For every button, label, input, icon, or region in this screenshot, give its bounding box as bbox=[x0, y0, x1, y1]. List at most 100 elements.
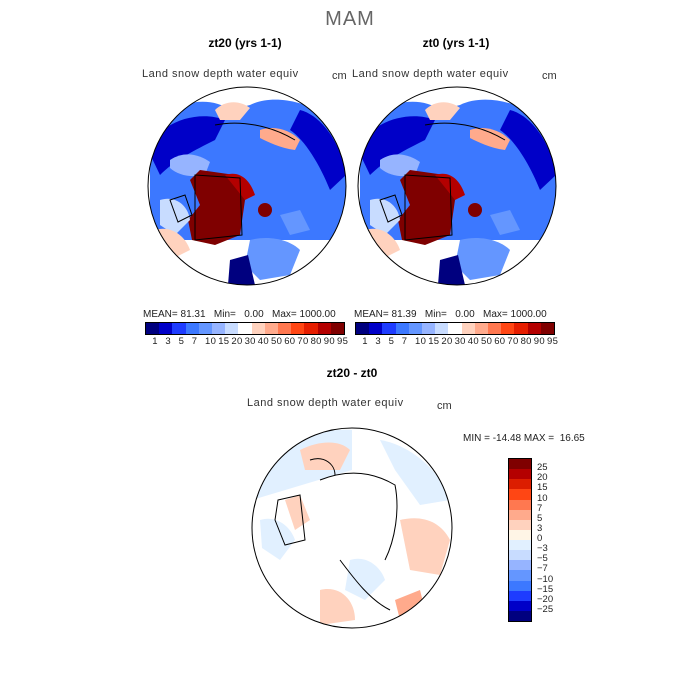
colorbar-swatch bbox=[509, 529, 531, 540]
difference-title: zt20 - zt0 bbox=[326, 366, 378, 380]
colorbar-tick-label: −25 bbox=[537, 603, 554, 615]
colorbar-swatch bbox=[488, 323, 502, 334]
colorbar-tick-label: 15 bbox=[428, 336, 440, 347]
panel1-variable: Land snow depth water equiv bbox=[142, 68, 299, 80]
figure-title: MAM bbox=[325, 8, 375, 30]
colorbar-swatch bbox=[172, 323, 186, 334]
panel1-mean-label: MEAN= bbox=[143, 309, 178, 320]
colorbar-tick-label: 50 bbox=[271, 336, 283, 347]
map-difference bbox=[252, 428, 452, 628]
map-difference-outline bbox=[251, 427, 453, 629]
colorbar-swatch bbox=[527, 323, 541, 334]
panel2-max-label: Max= bbox=[483, 309, 508, 320]
colorbar-swatch bbox=[408, 323, 423, 334]
colorbar-swatch bbox=[330, 323, 345, 334]
colorbar-swatch bbox=[146, 323, 160, 334]
colorbar-swatch bbox=[509, 509, 531, 520]
panel2-mean: 81.39 bbox=[391, 309, 417, 320]
colorbar-swatch bbox=[514, 323, 528, 334]
colorbar-panel2 bbox=[355, 322, 555, 335]
colorbar-tick-label: 80 bbox=[520, 336, 532, 347]
colorbar-tick-label: 40 bbox=[467, 336, 479, 347]
colorbar-tick-label: 10 bbox=[415, 336, 427, 347]
map-panel1 bbox=[148, 87, 346, 285]
colorbar-swatch bbox=[382, 323, 396, 334]
map-panel2-outline bbox=[357, 86, 557, 286]
panel1-mean: 81.31 bbox=[180, 309, 206, 320]
colorbar-swatch bbox=[509, 459, 531, 470]
colorbar-swatch bbox=[509, 519, 531, 530]
colorbar-tick-label: 20 bbox=[231, 336, 243, 347]
colorbar-swatch bbox=[291, 323, 305, 334]
colorbar-panel1 bbox=[145, 322, 345, 335]
colorbar-tick-label: 30 bbox=[454, 336, 466, 347]
colorbar-swatch bbox=[238, 323, 252, 334]
colorbar-swatch bbox=[501, 323, 515, 334]
colorbar-tick-label: 15 bbox=[537, 482, 548, 494]
colorbar-tick-label: 90 bbox=[323, 336, 335, 347]
map-panel1-outline bbox=[147, 86, 347, 286]
colorbar-swatch bbox=[198, 323, 213, 334]
colorbar-tick-label: 25 bbox=[537, 462, 548, 474]
colorbar-swatch bbox=[185, 323, 199, 334]
colorbar-tick-label: 10 bbox=[537, 492, 548, 504]
colorbar-swatch bbox=[509, 489, 531, 500]
colorbar-swatch bbox=[317, 323, 331, 334]
colorbar-swatch bbox=[435, 323, 449, 334]
colorbar-swatch bbox=[264, 323, 279, 334]
colorbar-tick-label: 1 bbox=[152, 336, 158, 347]
colorbar-swatch bbox=[509, 550, 531, 561]
colorbar-tick-label: −10 bbox=[537, 573, 554, 585]
panel1-min-label: Min= bbox=[213, 309, 236, 320]
colorbar-tick-label: 7 bbox=[401, 336, 408, 347]
colorbar-tick-label: 3 bbox=[165, 336, 171, 347]
colorbar-tick-label: 1 bbox=[362, 336, 368, 347]
panel1-max-label: Max= bbox=[272, 309, 297, 320]
colorbar-tick-label: 20 bbox=[441, 336, 453, 347]
colorbar-swatch bbox=[304, 323, 318, 334]
colorbar-swatch bbox=[278, 323, 292, 334]
colorbar-tick-label: 15 bbox=[218, 336, 230, 347]
colorbar-swatch bbox=[540, 323, 555, 334]
colorbar-swatch bbox=[474, 323, 489, 334]
colorbar-tick-label: 90 bbox=[533, 336, 545, 347]
colorbar-tick-label: 7 bbox=[537, 502, 543, 514]
colorbar-tick-label: 60 bbox=[494, 336, 506, 347]
colorbar-swatch bbox=[225, 323, 239, 334]
colorbar-swatch bbox=[509, 499, 531, 510]
colorbar-tick-label: 70 bbox=[507, 336, 519, 347]
colorbar-tick-label: 3 bbox=[375, 336, 381, 347]
colorbar-tick-label: 7 bbox=[191, 336, 198, 347]
panel2-mean-label: MEAN= bbox=[354, 309, 389, 320]
colorbar-tick-label: 60 bbox=[284, 336, 296, 347]
colorbar-tick-label: −5 bbox=[537, 553, 548, 565]
colorbar-tick-label: 95 bbox=[337, 336, 349, 347]
colorbar-swatch bbox=[369, 323, 383, 334]
panel1-title: zt20 (yrs 1-1) bbox=[208, 36, 282, 50]
panel2-units: cm bbox=[542, 70, 557, 82]
colorbar-swatch bbox=[422, 323, 436, 334]
colorbar-tick-label: −7 bbox=[537, 563, 548, 575]
colorbar-tick-label: 70 bbox=[297, 336, 309, 347]
colorbar-swatch bbox=[509, 570, 531, 581]
panel1-stats: MEAN= 81.31 Min= 0.00 Max= 1000.00 bbox=[143, 309, 336, 320]
colorbar-tick-label: 0 bbox=[537, 533, 543, 544]
difference-variable: Land snow depth water equiv bbox=[247, 397, 404, 409]
colorbar-swatch bbox=[251, 323, 265, 334]
colorbar-difference bbox=[508, 458, 532, 622]
panel2-min: 0.00 bbox=[455, 309, 475, 320]
colorbar-tick-label: 95 bbox=[547, 336, 559, 347]
colorbar-swatch bbox=[509, 469, 531, 480]
colorbar-swatch bbox=[461, 323, 475, 334]
panel2-min-label: Min= bbox=[424, 309, 447, 320]
colorbar-tick-label: 5 bbox=[537, 512, 543, 524]
colorbar-swatch bbox=[448, 323, 462, 334]
colorbar-tick-label: −20 bbox=[537, 593, 554, 605]
colorbar-swatch bbox=[509, 479, 531, 490]
colorbar-tick-label: 5 bbox=[388, 336, 395, 347]
colorbar-tick-label: 10 bbox=[205, 336, 217, 347]
panel1-units: cm bbox=[332, 70, 347, 82]
colorbar-swatch bbox=[509, 580, 531, 591]
colorbar-swatch bbox=[159, 323, 173, 334]
